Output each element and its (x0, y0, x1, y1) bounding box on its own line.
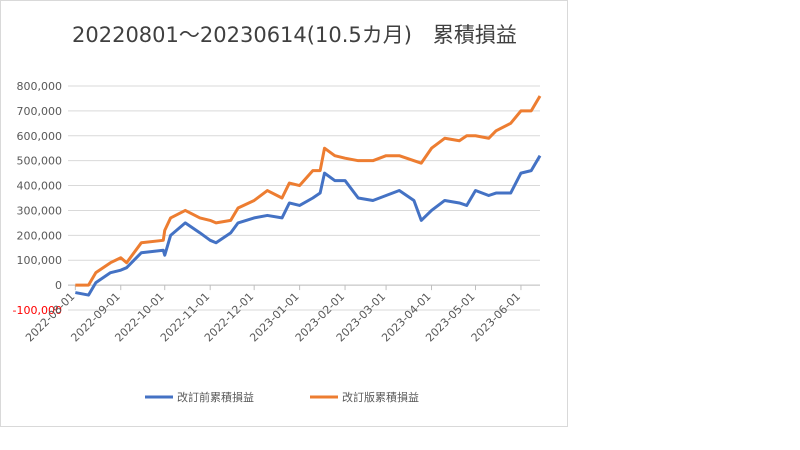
series-line (75, 154, 542, 297)
legend-label: 改訂前累積損益 (177, 390, 254, 404)
series-line (75, 95, 542, 287)
y-tick-label: 700,000 (17, 105, 63, 118)
y-tick-label: 400,000 (17, 180, 63, 193)
y-tick-label: 300,000 (17, 204, 63, 217)
chart-frame (0, 0, 568, 427)
y-tick-label: 0 (55, 279, 62, 292)
y-tick-label: 200,000 (17, 229, 63, 242)
legend-label: 改訂版累積損益 (342, 390, 419, 404)
y-tick-label: 500,000 (17, 155, 63, 168)
y-tick-label: 800,000 (17, 80, 63, 93)
chart-title: 20220801～20230614(10.5カ月) 累積損益 (72, 23, 517, 47)
y-tick-label: 100,000 (17, 254, 63, 267)
y-tick-label: 600,000 (17, 130, 63, 143)
y-tick-label: -100,000 (13, 304, 62, 317)
x-tick-label: 2023-06-01 (469, 290, 523, 344)
